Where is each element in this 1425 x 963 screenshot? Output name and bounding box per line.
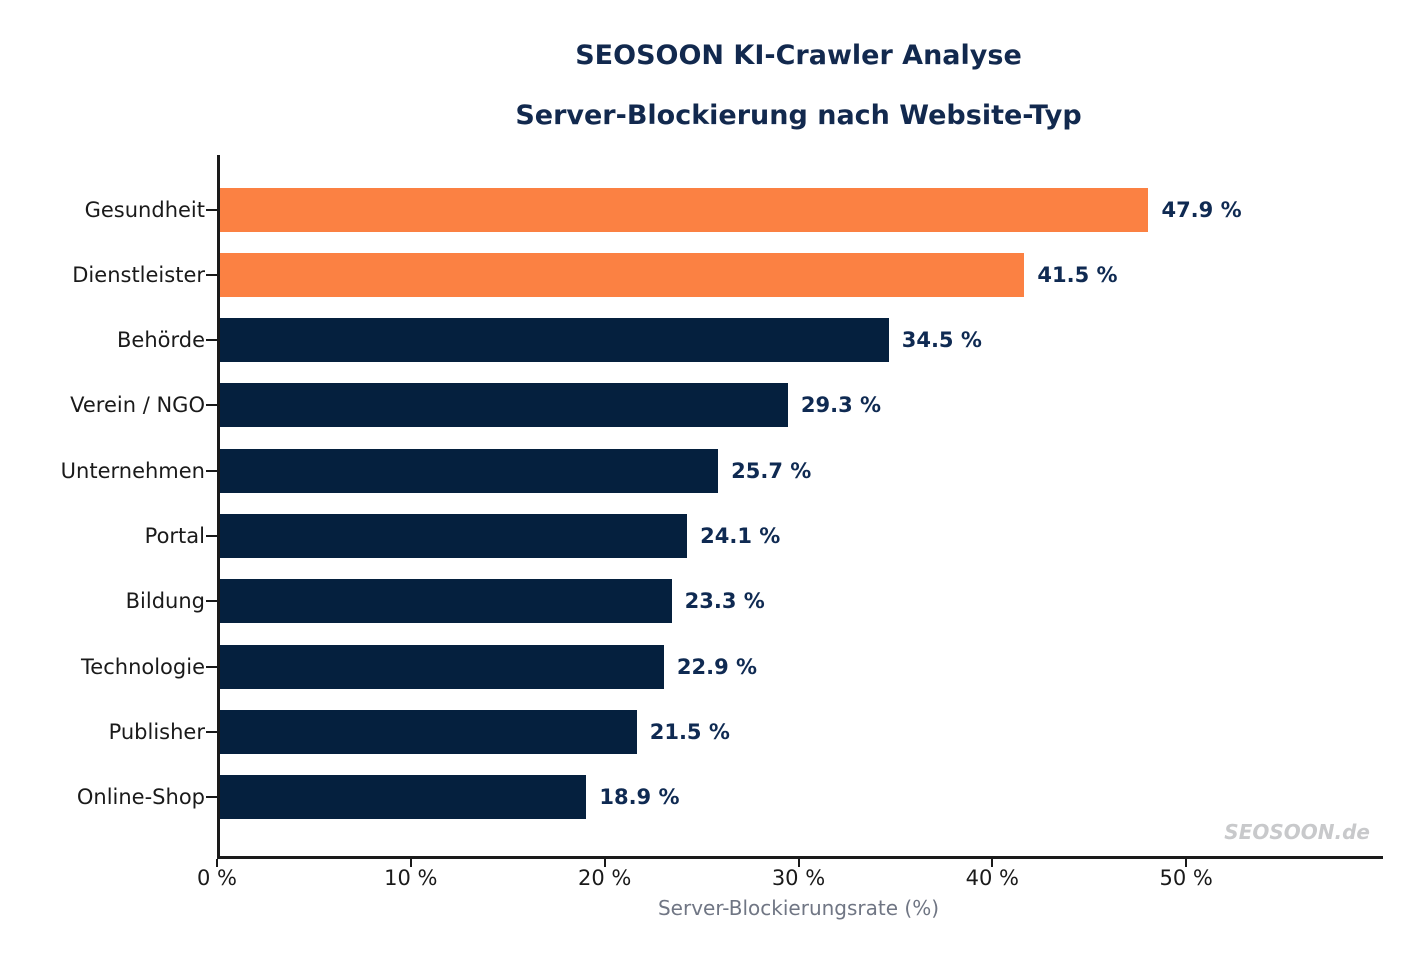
category-label-beh-rde: Behörde (117, 328, 205, 353)
category-label-technologie: Technologie (81, 654, 205, 679)
bar-bildung (220, 579, 672, 624)
category-label-unternehmen: Unternehmen (60, 458, 205, 483)
value-label-online-shop: 18.9 % (599, 785, 680, 810)
value-label-beh-rde: 34.5 % (901, 328, 982, 353)
bar-dienstleister (220, 252, 1025, 297)
y-tick-gesundheit (206, 208, 217, 211)
value-label-gesundheit: 47.9 % (1161, 197, 1242, 222)
x-tick-50 (1185, 859, 1188, 867)
chart-title: SEOSOON KI-Crawler Analyse (575, 40, 1022, 71)
y-tick-publisher (206, 730, 217, 733)
category-label-online-shop: Online-Shop (76, 785, 205, 810)
bar-technologie (220, 644, 664, 689)
x-tick-label-40: 40 % (965, 866, 1019, 890)
bar-portal (220, 514, 688, 558)
category-label-portal: Portal (144, 524, 205, 548)
value-label-technologie: 22.9 % (676, 654, 758, 679)
chart-subtitle: Server-Blockierung nach Website-Typ (515, 100, 1082, 131)
value-label-dienstleister: 41.5 % (1037, 262, 1118, 287)
y-tick-portal (206, 535, 217, 537)
value-label-unternehmen: 25.7 % (731, 458, 812, 483)
plot-area: 47.9 % 41.5 % 34.5 % 29.3 % 25.7 % 24.1 % 23.3… (217, 155, 1383, 859)
bar-unternehmen (220, 448, 719, 493)
x-tick-20 (603, 859, 606, 867)
bar-gesundheit (220, 187, 1149, 232)
category-label-bildung: Bildung (125, 589, 205, 614)
x-tick-label-50: 50 % (1159, 866, 1213, 890)
x-tick-label-10: 10 % (384, 866, 438, 890)
category-label-dienstleister: Dienstleister (72, 262, 205, 287)
y-tick-dienstleister (206, 273, 217, 276)
value-label-publisher: 21.5 % (649, 719, 730, 744)
bar-publisher (220, 709, 637, 754)
x-tick-40 (991, 859, 994, 867)
y-tick-verein-ngo (206, 404, 217, 407)
y-tick-unternehmen (206, 469, 217, 472)
x-tick-label-0: 0 % (197, 866, 237, 890)
category-label-publisher: Publisher (108, 719, 205, 744)
y-tick-technologie (206, 665, 217, 668)
value-label-bildung: 23.3 % (684, 589, 765, 614)
x-tick-label-20: 20 % (577, 866, 632, 890)
value-label-verein-ngo: 29.3 % (800, 393, 882, 418)
x-tick-10 (409, 859, 412, 867)
bar-beh-rde (220, 318, 889, 363)
x-tick-0 (216, 859, 218, 867)
bar-verein-ngo (220, 383, 788, 428)
bar-online-shop (220, 775, 587, 820)
y-tick-online-shop (206, 796, 217, 799)
x-tick-label-30: 30 % (771, 866, 826, 890)
category-label-gesundheit: Gesundheit (84, 197, 205, 222)
y-tick-beh-rde (206, 339, 217, 342)
x-tick-30 (797, 859, 800, 867)
y-tick-bildung (206, 600, 217, 603)
value-label-portal: 24.1 % (700, 524, 781, 548)
category-label-verein-ngo: Verein / NGO (70, 393, 205, 418)
x-axis-label: Server-Blockierungsrate (%) (657, 896, 940, 920)
watermark: SEOSOON.de (1224, 820, 1370, 844)
